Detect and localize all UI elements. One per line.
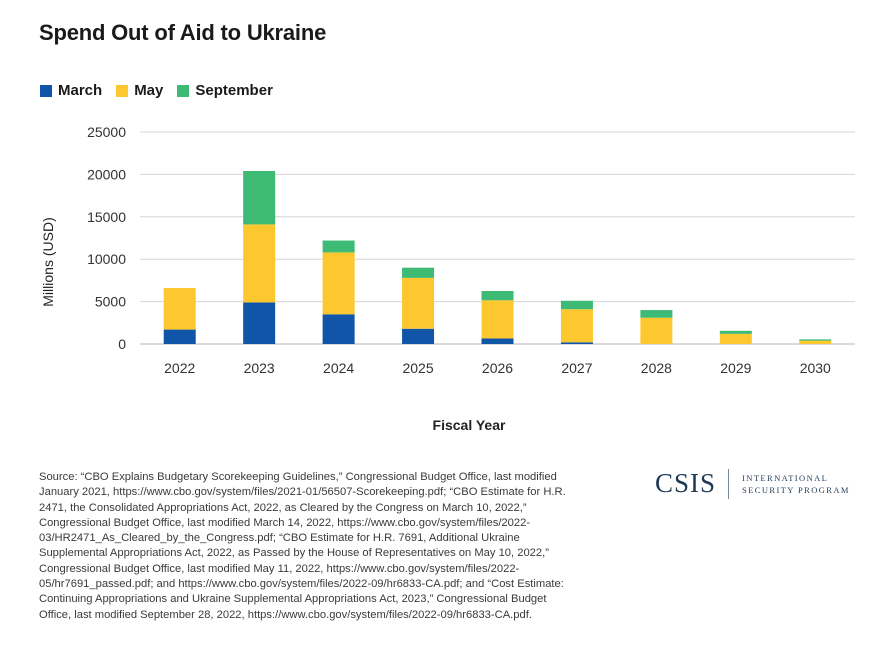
bar-may-2022: [163, 288, 196, 330]
y-axis-label: Millions (USD): [40, 217, 56, 306]
y-tick-label: 0: [118, 336, 126, 352]
legend-item-may: May: [116, 82, 163, 99]
legend-label-september: September: [195, 82, 273, 99]
logo-subtitle-line2: SECURITY PROGRAM: [742, 484, 850, 495]
y-tick-label: 25000: [87, 124, 126, 140]
source-note: Source: “CBO Explains Budgetary Scorekee…: [39, 471, 566, 621]
bar-may-2028: [640, 317, 673, 344]
y-tick-label: 15000: [87, 209, 126, 225]
x-tick-label: 2029: [720, 360, 751, 376]
bar-march-2026: [481, 338, 514, 344]
legend-label-march: March: [58, 82, 103, 99]
bar-september-2028: [640, 310, 673, 318]
x-tick-label: 2022: [164, 360, 195, 376]
bar-march-2024: [322, 314, 355, 344]
bar-september-2030: [799, 339, 832, 341]
bar-may-2030: [799, 340, 832, 344]
bar-march-2022: [163, 329, 196, 344]
legend-label-may: May: [134, 82, 164, 99]
logo-subtitle: INTERNATIONAL SECURITY PROGRAM: [742, 472, 850, 496]
legend-swatch-may: [116, 84, 129, 97]
logo-wordmark: CSIS: [655, 468, 717, 498]
bar-may-2027: [560, 309, 593, 343]
logo-divider: [728, 468, 730, 499]
bar-may-2025: [402, 277, 435, 329]
x-tick-label: 2023: [244, 360, 275, 376]
x-tick-label: 2025: [402, 360, 433, 376]
bar-may-2026: [481, 300, 514, 339]
bar-september-2026: [481, 291, 514, 301]
x-tick-label: 2026: [482, 360, 513, 376]
y-tick-label: 10000: [87, 251, 126, 267]
x-tick-label: 2030: [800, 360, 831, 376]
legend-item-march: March: [40, 82, 102, 99]
x-tick-label: 2027: [561, 360, 592, 376]
logo-subtitle-line1: INTERNATIONAL: [742, 472, 829, 483]
legend-swatch-september: [177, 84, 190, 97]
bars: [163, 171, 832, 344]
x-tick-label: 2024: [323, 360, 354, 376]
csis-logo: CSIS INTERNATIONAL SECURITY PROGRAM: [655, 468, 850, 499]
y-axis-ticks: 0 5000 10000 15000 20000 25000: [87, 124, 126, 352]
bar-september-2029: [719, 330, 752, 334]
x-axis-ticks: 2022 2023 2024 2025 2026 2027 2028 2029 2030: [164, 360, 831, 376]
bar-may-2024: [322, 252, 355, 315]
bar-september-2023: [243, 171, 276, 225]
bar-march-2023: [243, 302, 276, 344]
chart-legend: March May September: [40, 82, 273, 99]
bar-september-2027: [560, 300, 593, 310]
legend-swatch-march: [40, 84, 52, 97]
x-axis-label: Fiscal Year: [433, 417, 506, 433]
bar-september-2024: [322, 240, 355, 253]
y-tick-label: 5000: [95, 294, 126, 310]
bar-march-2027: [560, 342, 593, 344]
legend-item-september: September: [177, 82, 273, 99]
y-tick-label: 20000: [87, 166, 126, 182]
bar-september-2025: [402, 267, 435, 278]
bar-march-2025: [402, 328, 435, 344]
bar-may-2023: [243, 224, 276, 303]
chart-title: Spend Out of Aid to Ukraine: [39, 20, 327, 45]
x-tick-label: 2028: [641, 360, 672, 376]
bar-may-2029: [719, 333, 752, 344]
